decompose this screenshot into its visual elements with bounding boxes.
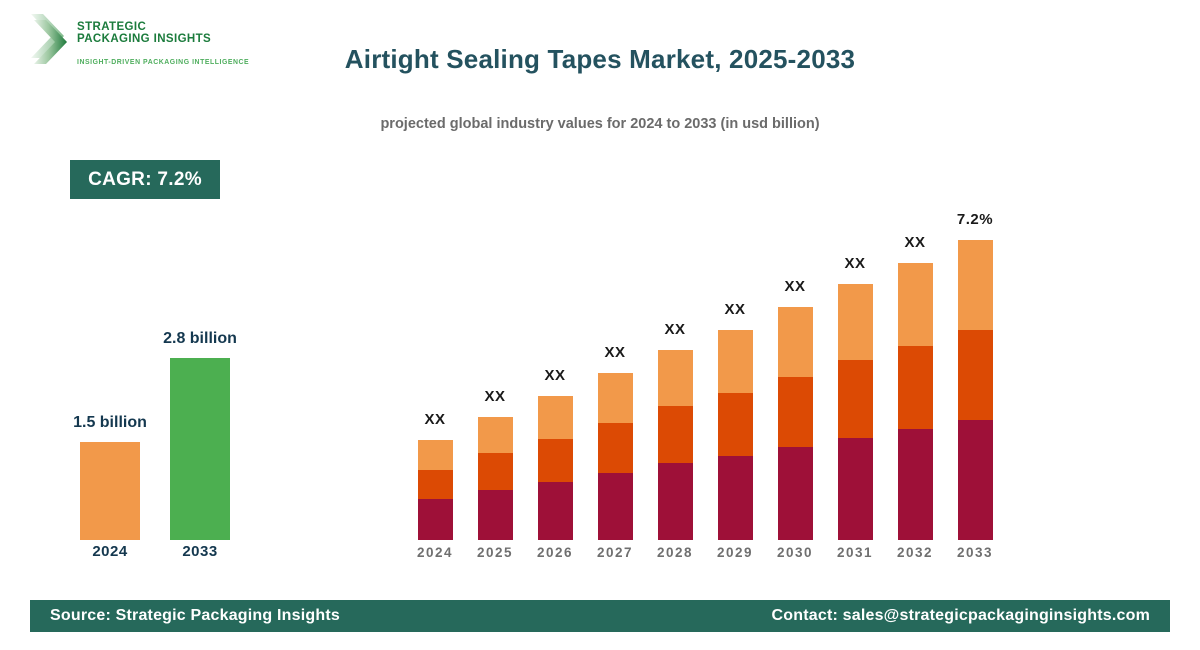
axis-year-label: 2029 (716, 545, 754, 560)
bar-segment-segment-middle (417, 470, 453, 499)
summary-chart: 1.5 billion 2024 2.8 billion 2033 (70, 320, 240, 560)
bar-stack (417, 440, 453, 540)
summary-bar-group: 2.8 billion 2033 (163, 320, 237, 560)
bar-stack (477, 417, 513, 540)
bar-segment-segment-middle (717, 393, 753, 456)
bar-value-label: XX (904, 234, 926, 251)
bar-value-label: XX (844, 255, 866, 272)
summary-bar (80, 442, 140, 540)
axis-year-label: 2030 (776, 545, 814, 560)
bar-stack (897, 263, 933, 540)
stacked-bar-group: XX 2031 (825, 200, 885, 560)
brand-logo: STRATEGIC PACKAGING INSIGHTS INSIGHT-DRI… (30, 12, 249, 66)
stacked-bar-group: XX 2027 (585, 200, 645, 560)
bar-segment-segment-top (417, 440, 453, 470)
footer-source: Source: Strategic Packaging Insights (50, 607, 340, 624)
bar-segment-segment-middle (597, 423, 633, 473)
footer-bar: Source: Strategic Packaging Insights Con… (30, 600, 1170, 632)
bar-segment-segment-top (837, 284, 873, 360)
brand-name-line2: PACKAGING INSIGHTS (77, 33, 212, 46)
page-title: Airtight Sealing Tapes Market, 2025-2033 (344, 44, 856, 74)
bar-segment-segment-bottom (777, 447, 813, 540)
bar-stack (597, 373, 633, 540)
bar-stack (537, 396, 573, 540)
bar-segment-segment-top (597, 373, 633, 423)
axis-year-label: 2033 (182, 543, 218, 560)
bar-segment-segment-bottom (897, 429, 933, 540)
bar-value-label: XX (784, 278, 806, 295)
bar-segment-segment-middle (897, 346, 933, 429)
stacked-bar-group: XX 2028 (645, 200, 705, 560)
bar-segment-segment-middle (777, 377, 813, 447)
bar-segment-segment-bottom (417, 499, 453, 540)
axis-year-label: 2033 (956, 545, 994, 560)
bar-value-label: XX (424, 411, 446, 428)
bar-segment-segment-top (897, 263, 933, 346)
bar-value-label: 2.8 billion (163, 330, 237, 347)
bar-segment-segment-bottom (537, 482, 573, 540)
bar-value-label: 1.5 billion (73, 414, 147, 431)
bar-value-label: XX (484, 388, 506, 405)
brand-chevron-icon (31, 14, 67, 64)
axis-year-label: 2026 (536, 545, 574, 560)
stacked-bar-group: XX 2030 (765, 200, 825, 560)
bar-segment-segment-bottom (597, 473, 633, 540)
brand-text: STRATEGIC PACKAGING INSIGHTS INSIGHT-DRI… (77, 12, 249, 66)
bar-stack (717, 330, 753, 540)
bar-value-label: XX (724, 301, 746, 318)
stacked-bar-group: XX 2024 (405, 200, 465, 560)
bar-segment-segment-top (657, 350, 693, 406)
axis-year-label: 2024 (92, 543, 128, 560)
stacked-bar-group: XX 2026 (525, 200, 585, 560)
footer-contact: Contact: sales@strategicpackaginginsight… (771, 607, 1150, 624)
bar-value-label: XX (544, 367, 566, 384)
axis-year-label: 2027 (596, 545, 634, 560)
bar-segment-segment-bottom (477, 490, 513, 540)
stacked-bar-group: XX 2025 (465, 200, 525, 560)
bar-segment-segment-top (717, 330, 753, 393)
stacked-bar-group: 7.2% 2033 (945, 200, 1005, 560)
axis-year-label: 2031 (836, 545, 874, 560)
bar-segment-segment-bottom (717, 456, 753, 540)
bar-segment-segment-middle (477, 453, 513, 490)
bar-segment-segment-top (537, 396, 573, 439)
bar-stack (837, 284, 873, 540)
summary-bar-group: 1.5 billion 2024 (73, 320, 147, 560)
page-subtitle: projected global industry values for 202… (380, 116, 820, 132)
axis-year-label: 2025 (476, 545, 514, 560)
bar-segment-segment-bottom (957, 420, 993, 540)
bar-value-label: XX (664, 321, 686, 338)
bar-segment-segment-top (477, 417, 513, 453)
summary-bar (170, 358, 230, 540)
cagr-badge: CAGR: 7.2% (70, 160, 220, 199)
bar-value-label: XX (604, 344, 626, 361)
bar-segment-segment-top (777, 307, 813, 377)
bar-value-label: 7.2% (956, 211, 994, 228)
bar-stack (957, 240, 993, 540)
axis-year-label: 2032 (896, 545, 934, 560)
axis-year-label: 2028 (656, 545, 694, 560)
stacked-bar-group: XX 2029 (705, 200, 765, 560)
brand-tagline: INSIGHT-DRIVEN PACKAGING INTELLIGENCE (77, 58, 250, 66)
axis-year-label: 2024 (416, 545, 454, 560)
bar-segment-segment-bottom (657, 463, 693, 540)
bar-segment-segment-middle (657, 406, 693, 463)
stacked-bar-group: XX 2032 (885, 200, 945, 560)
brand-name-line1: STRATEGIC (77, 21, 147, 33)
bar-stack (777, 307, 813, 540)
bar-segment-segment-bottom (837, 438, 873, 540)
bar-segment-segment-middle (837, 360, 873, 438)
projection-stacked-chart: XX 2024 XX 2025 XX 2026 XX 2027 XX 2028 XX 2029 XX 20… (405, 200, 1005, 560)
bar-segment-segment-top (957, 240, 993, 330)
bar-segment-segment-middle (537, 439, 573, 482)
bar-segment-segment-middle (957, 330, 993, 420)
bar-stack (657, 350, 693, 540)
